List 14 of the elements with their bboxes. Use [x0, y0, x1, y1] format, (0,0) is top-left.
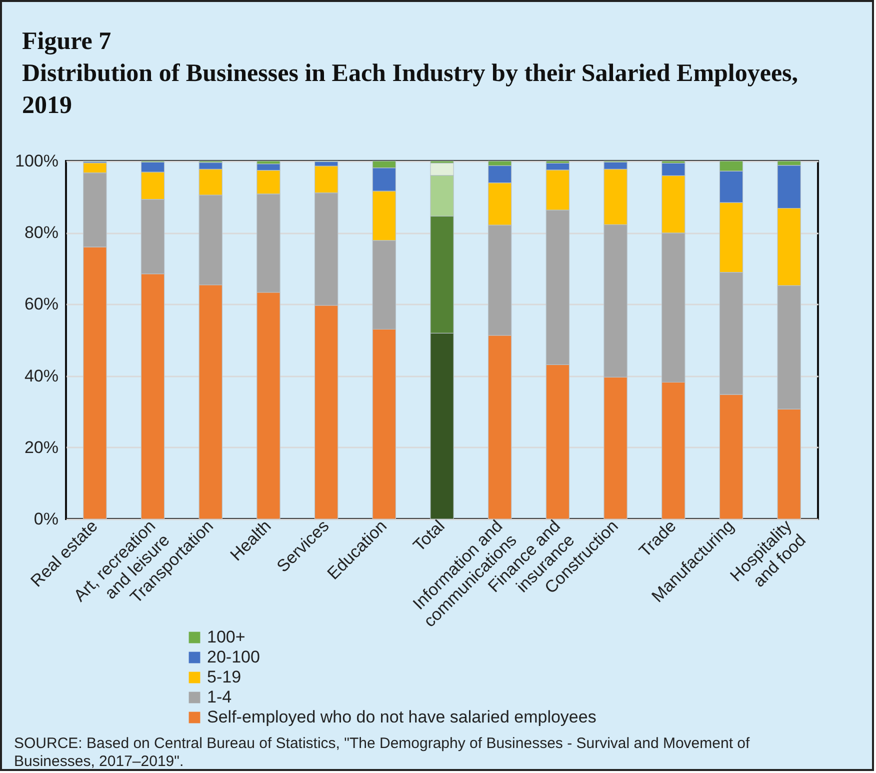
legend-label: 100+	[207, 628, 246, 646]
chart-title: Figure 7	[21, 27, 112, 57]
legend-label: Self-employed who do not have salaried employees	[207, 708, 596, 726]
legend-label: 5-19	[207, 668, 242, 686]
chart-subtitle: Distribution of Businesses in Each Industry by their Salaried Employees, 2019	[21, 59, 800, 121]
legend-label: 1-4	[207, 688, 232, 706]
y-tick-label: 40%	[24, 366, 58, 386]
legend-label: 20-100	[207, 648, 260, 666]
y-tick-label: 100%	[15, 152, 58, 170]
y-tick-label: 80%	[24, 223, 58, 242]
y-tick-label: 60%	[24, 294, 58, 314]
source-note: SOURCE: Based on Central Bureau of Statistics, "The Demography of Businesses - Survival and Movement of Businesses, 2017–2019".	[14, 735, 751, 771]
y-tick-label: 20%	[24, 438, 58, 457]
y-tick-label: 0%	[34, 510, 58, 528]
